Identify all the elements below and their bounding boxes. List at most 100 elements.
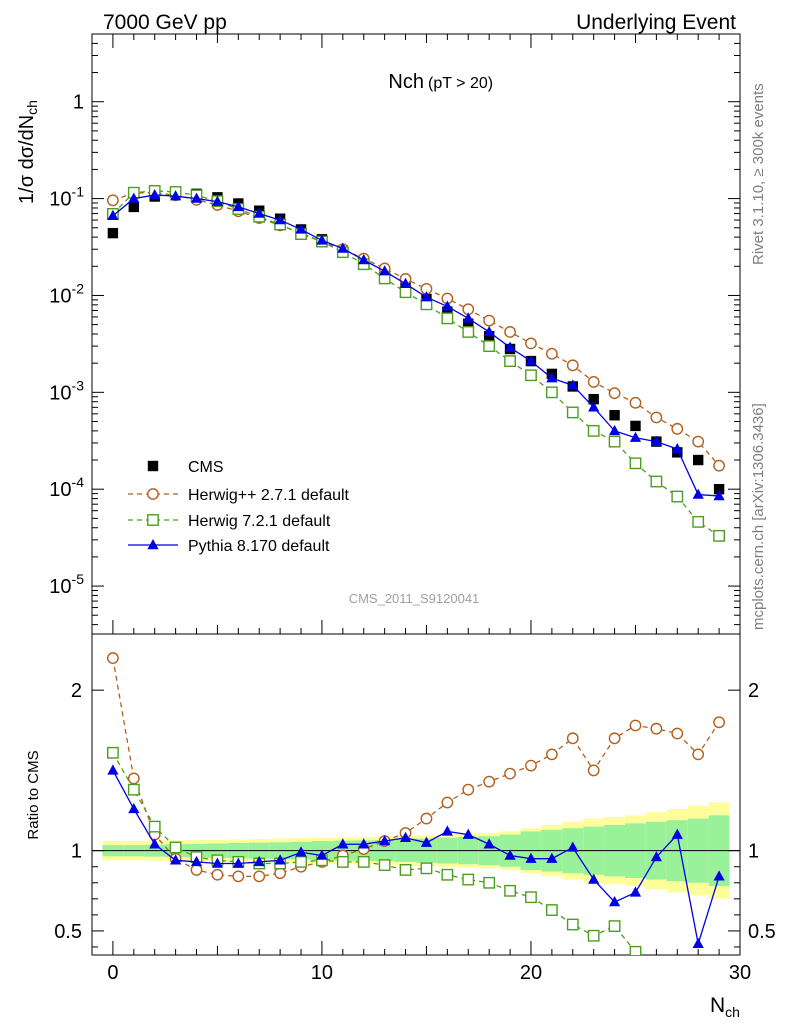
data-point (609, 410, 620, 421)
data-point (545, 347, 558, 360)
ratio-point (253, 870, 266, 883)
ratio-point (316, 849, 328, 860)
ratio-point (274, 854, 286, 865)
main-y-tick-label: 10-1 (49, 184, 84, 211)
data-point (399, 277, 412, 288)
main-y-tick-label: 10-2 (49, 280, 84, 307)
ratio-point (253, 855, 265, 867)
ratio-point (441, 796, 454, 809)
ratio-point (399, 831, 412, 843)
ratio-point (671, 727, 684, 740)
data-point (587, 424, 600, 437)
ratio-point (169, 841, 182, 854)
data-point (629, 431, 642, 442)
data-point (629, 396, 642, 409)
legend-marker (147, 488, 159, 500)
data-point (608, 435, 621, 448)
data-point (629, 457, 642, 470)
ratio-y-tick-label: 1 (71, 841, 82, 863)
ratio-point (211, 857, 224, 868)
ratio-point (525, 891, 537, 904)
ratio-point (504, 767, 516, 780)
ratio-point (650, 722, 663, 735)
data-point (692, 454, 704, 466)
ratio-point (358, 838, 370, 849)
data-point (463, 318, 474, 329)
data-point (566, 359, 579, 372)
series-line-3 (112, 194, 720, 497)
data-point (504, 355, 516, 368)
ratio-point (127, 772, 140, 785)
watermark: CMS_2011_S9120041 (349, 591, 480, 606)
data-point (504, 341, 516, 352)
ratio-point (608, 896, 621, 907)
data-point (525, 337, 537, 350)
series-line-2 (112, 190, 720, 537)
ratio-point (629, 945, 642, 955)
data-point (190, 192, 203, 203)
ratio-point (148, 820, 161, 833)
ratio-point (420, 812, 433, 825)
legend-marker (147, 514, 159, 526)
ratio-point (441, 868, 454, 881)
x-axis-label: Nch (710, 994, 740, 1020)
data-point (107, 194, 119, 207)
ratio-point (336, 856, 349, 868)
ratio-y-tick-label-right: 2 (748, 680, 759, 702)
data-point (608, 424, 621, 436)
data-point (671, 442, 683, 454)
ratio-point (566, 732, 579, 745)
ratio-y-tick-label-right: 0.5 (748, 921, 776, 943)
ratio-series-layer (107, 652, 725, 955)
data-point (128, 192, 140, 203)
ratio-point (504, 884, 516, 897)
ratio-point (337, 838, 349, 849)
ratio-point (462, 828, 474, 839)
ratio-y-axis-label: Ratio to CMS (25, 750, 42, 839)
ratio-point (149, 838, 161, 849)
ratio-point (128, 802, 140, 814)
ratio-point (107, 746, 119, 759)
data-point (650, 435, 662, 446)
data-point (588, 401, 600, 412)
data-point (107, 227, 119, 239)
ratio-point (671, 828, 683, 839)
data-point (588, 393, 599, 405)
ratio-point (588, 873, 600, 884)
ratio-point (357, 856, 370, 868)
ratio-frame (91, 633, 741, 956)
ratio-point (587, 929, 600, 942)
ratio-point (483, 775, 496, 788)
ratio-point (127, 783, 140, 796)
ratio-point (399, 864, 412, 876)
x-tick-label: 20 (520, 962, 542, 984)
ratio-point (420, 862, 433, 875)
legend-label: Herwig 7.2.1 default (188, 513, 331, 530)
mcplots-label: mcplots.cern.ch [arXiv:1306.3436] (750, 403, 767, 630)
ratio-point (587, 764, 600, 777)
main-y-tick-label: 10-4 (49, 474, 84, 501)
ratio-point (567, 841, 579, 852)
legend-label: Pythia 8.170 default (188, 538, 330, 555)
data-point (442, 306, 453, 317)
ratio-point (483, 876, 496, 889)
data-point (462, 312, 474, 323)
main-y-tick-label: 10-5 (49, 571, 84, 598)
data-point (253, 207, 265, 218)
rivet-label: Rivet 3.1.10, ≥ 300k events (750, 83, 767, 265)
data-point (462, 326, 475, 338)
ratio-panel: 0.5 0.51 12 20 10 20 30 (54, 633, 776, 984)
ratio-point (566, 918, 579, 931)
ratio-point (546, 852, 558, 863)
ratio-point (232, 870, 245, 883)
data-point (713, 529, 725, 542)
data-point (567, 379, 579, 390)
ratio-y-tick-label-right: 1 (748, 841, 759, 863)
data-point (692, 515, 705, 528)
ratio-point (274, 867, 287, 880)
data-point (546, 372, 558, 383)
ratio-y-tick-label: 2 (71, 680, 82, 702)
ratio-point (295, 856, 307, 868)
header-right: Underlying Event (576, 11, 736, 34)
data-point (358, 254, 370, 265)
